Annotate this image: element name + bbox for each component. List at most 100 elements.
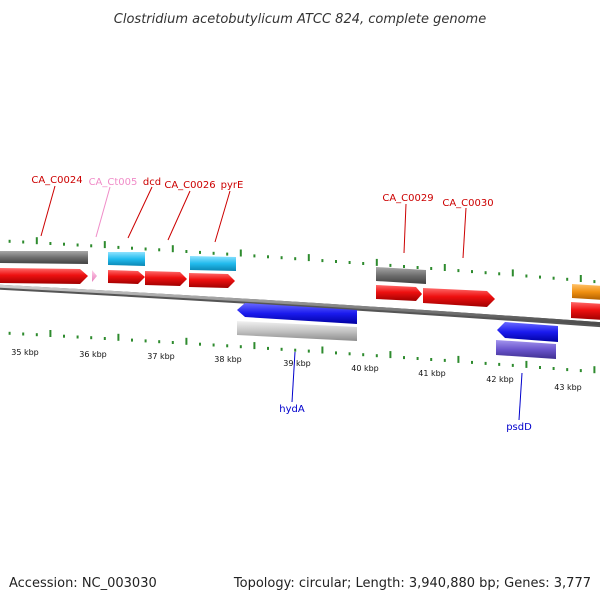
gene-label[interactable]: psdD	[506, 422, 532, 433]
minor-tick	[484, 271, 487, 275]
cds-arrow-reverse[interactable]	[497, 322, 558, 342]
minor-tick	[484, 361, 487, 365]
minor-tick	[90, 336, 93, 340]
scale-labels: 35 kbp 36 kbp 37 kbp 38 kbp 39 kbp 40 kb…	[11, 348, 582, 392]
leader-line	[167, 190, 191, 241]
cds-arrow[interactable]	[145, 271, 187, 286]
major-tick	[185, 337, 188, 345]
gene-feature[interactable]	[376, 267, 426, 284]
minor-tick	[403, 356, 405, 360]
minor-tick	[8, 331, 11, 335]
genome-summary-text: Topology: circular; Length: 3,940,880 bp…	[233, 576, 591, 591]
scale-label: 39 kbp	[283, 359, 311, 368]
major-tick	[321, 346, 324, 354]
minor-tick	[103, 337, 106, 340]
gene-label[interactable]: CA_C0024	[31, 175, 82, 186]
minor-tick	[212, 251, 215, 255]
cds-arrow-reverse[interactable]	[237, 303, 357, 324]
minor-tick	[280, 256, 283, 260]
minor-tick	[294, 348, 297, 352]
minor-tick	[131, 246, 133, 250]
minor-tick	[280, 347, 283, 351]
cds-arrow[interactable]	[423, 288, 495, 307]
minor-tick	[321, 259, 324, 263]
minor-tick	[307, 349, 310, 353]
major-tick	[117, 333, 120, 341]
minor-tick	[525, 274, 528, 278]
minor-tick	[335, 260, 337, 263]
forward-cds-row	[0, 268, 600, 320]
minor-tick	[144, 247, 147, 251]
minor-tick	[443, 358, 446, 362]
leader-line	[40, 185, 56, 237]
gene-feature[interactable]	[0, 251, 88, 264]
minor-tick	[566, 368, 569, 372]
minor-tick	[239, 345, 242, 349]
minor-tick	[226, 252, 229, 256]
cds-arrow[interactable]	[0, 268, 88, 284]
scale-label: 38 kbp	[214, 355, 242, 364]
scale-label: 43 kbp	[554, 383, 582, 392]
gene-label[interactable]: pyrE	[221, 180, 244, 191]
gene-feature[interactable]	[237, 321, 357, 341]
gene-label[interactable]: hydA	[279, 404, 305, 415]
cds-arrow[interactable]	[189, 273, 235, 288]
minor-tick	[471, 360, 473, 364]
scale-label: 35 kbp	[11, 348, 39, 357]
minor-tick	[416, 357, 419, 360]
leader-line	[95, 186, 111, 238]
reverse-strand-row	[237, 303, 558, 359]
gene-label[interactable]: CA_C0029	[382, 193, 433, 204]
gene-feature[interactable]	[108, 252, 145, 266]
minor-tick	[579, 369, 582, 373]
minor-tick	[117, 245, 120, 249]
scale-label: 41 kbp	[418, 369, 446, 378]
minor-tick	[430, 267, 433, 270]
gene-label[interactable]: CA_C0026	[164, 180, 215, 191]
minor-tick	[593, 280, 596, 284]
outer-tick-ring	[8, 237, 596, 284]
minor-tick	[253, 254, 256, 258]
minor-tick	[375, 354, 378, 358]
minor-tick	[362, 262, 365, 265]
minor-tick	[539, 366, 541, 369]
minor-tick	[294, 257, 297, 261]
trna-arrow[interactable]	[92, 270, 97, 282]
gene-label[interactable]: CA_Ct005	[89, 177, 138, 188]
major-tick	[389, 351, 392, 359]
minor-tick	[90, 244, 93, 248]
minor-tick	[212, 343, 215, 347]
gene-feature[interactable]	[190, 256, 236, 271]
minor-tick	[226, 344, 229, 348]
minor-tick	[49, 242, 52, 245]
minor-tick	[76, 243, 79, 247]
gene-feature[interactable]	[572, 284, 600, 300]
minor-tick	[76, 335, 79, 339]
minor-tick	[362, 353, 365, 357]
major-tick	[253, 342, 256, 350]
cds-arrow[interactable]	[376, 285, 422, 301]
minor-tick	[63, 242, 65, 246]
minor-tick	[552, 367, 555, 370]
gene-label[interactable]: CA_C0030	[442, 198, 493, 209]
minor-tick	[389, 263, 392, 267]
scale-label: 37 kbp	[147, 352, 175, 361]
major-tick	[239, 249, 242, 257]
minor-tick	[430, 358, 433, 361]
major-tick	[457, 355, 460, 363]
minor-tick	[131, 338, 133, 342]
cds-arrow[interactable]	[108, 270, 145, 284]
minor-tick	[403, 265, 405, 268]
scale-label: 42 kbp	[486, 375, 514, 384]
major-tick	[35, 237, 38, 245]
gene-feature[interactable]	[496, 340, 556, 359]
cds-arrow[interactable]	[571, 302, 600, 320]
gene-label[interactable]: dcd	[143, 177, 161, 188]
minor-tick	[158, 248, 161, 252]
major-tick	[443, 264, 446, 271]
minor-tick	[171, 341, 174, 344]
major-tick	[579, 275, 582, 282]
minor-tick	[335, 351, 337, 355]
minor-tick	[471, 270, 473, 274]
map-title: Clostridium acetobutylicum ATCC 824, com…	[114, 12, 486, 27]
